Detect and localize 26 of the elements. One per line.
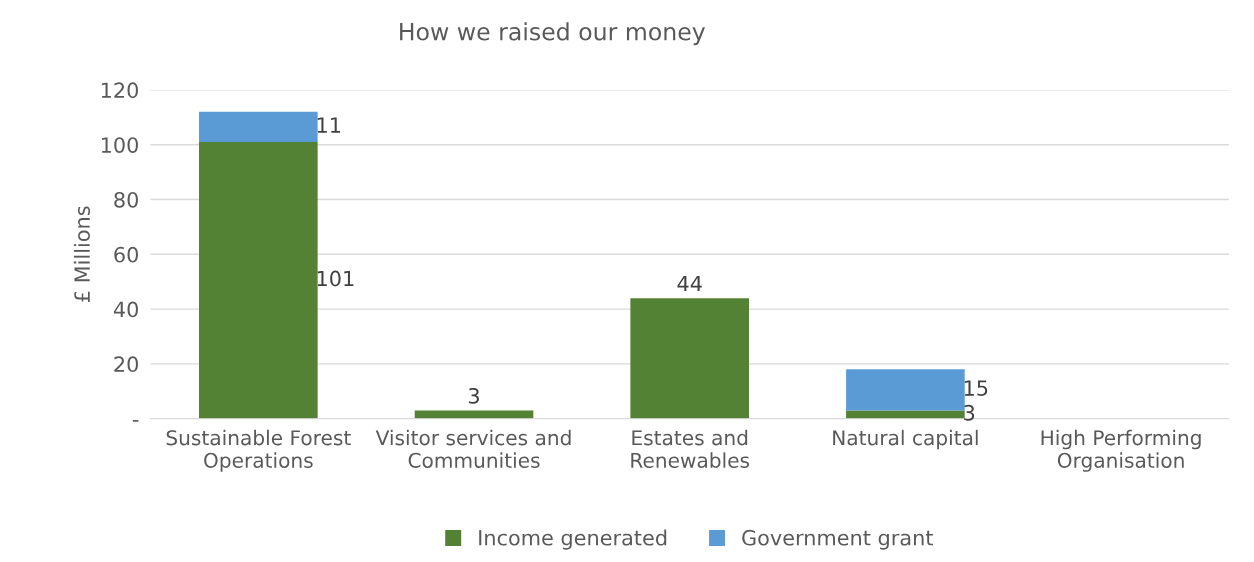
y-tick-label: 20: [114, 356, 138, 373]
legend-label: Income generated: [479, 529, 667, 550]
x-tick-label: High Performing Organisation: [1041, 429, 1201, 472]
x-tick-label: Sustainable Forest Operations: [166, 429, 351, 472]
data-label: 11: [317, 117, 341, 133]
bar: [630, 298, 750, 419]
chart-title: How we raised our money: [400, 22, 706, 46]
y-tick-label: 80: [114, 191, 138, 208]
y-tick-label: 40: [113, 301, 138, 318]
y-tick-label: 100: [101, 137, 138, 153]
x-tick-label: Estates and Renewables: [631, 429, 750, 468]
bar: [199, 111, 318, 142]
data-label: 3: [468, 387, 479, 404]
legend-label: Government grant: [742, 529, 933, 550]
x-tick-label: Natural capital: [833, 429, 978, 450]
bar: [199, 141, 318, 419]
data-label: 44: [677, 275, 702, 292]
bar: [846, 369, 965, 411]
y-tick-label: -: [132, 420, 139, 422]
data-label: 3: [964, 404, 975, 421]
y-axis-title: £ Millions: [73, 206, 91, 302]
y-tick-label: 120: [101, 82, 138, 99]
y-tick-label: 60: [114, 246, 138, 263]
x-tick-label: Visitor services and Communities: [375, 429, 571, 468]
bar: [414, 410, 534, 419]
bar: [846, 410, 965, 419]
